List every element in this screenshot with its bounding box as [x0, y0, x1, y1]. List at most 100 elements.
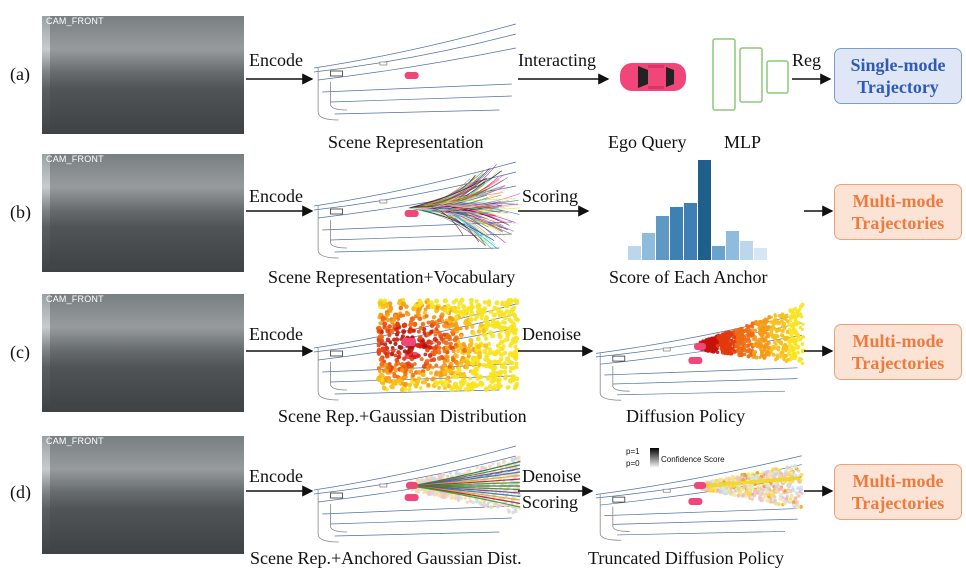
- ego-car: [406, 482, 418, 489]
- noise-sample: [395, 374, 400, 379]
- noise-sample: [455, 386, 461, 392]
- truncated-sample: [790, 480, 794, 484]
- denoised-sample: [778, 328, 782, 332]
- truncated-sample: [724, 477, 729, 482]
- denoised-sample: [725, 336, 729, 341]
- road-boundary: [330, 82, 347, 111]
- denoised-sample: [759, 320, 763, 325]
- anchor-score-bar: [754, 248, 767, 260]
- noise-sample: [462, 371, 466, 376]
- noise-sample: [389, 351, 395, 357]
- denoise-label: Denoise: [522, 324, 581, 344]
- output-arrow: [804, 345, 834, 357]
- truncated-sample: [773, 472, 778, 477]
- noise-sample: [462, 378, 467, 384]
- noise-sample: [447, 315, 453, 320]
- noise-sample: [418, 385, 423, 390]
- denoised-sample: [769, 320, 773, 324]
- denoised-sample: [772, 340, 777, 345]
- denoise-label: Denoise: [522, 466, 581, 486]
- anchored-sample: [481, 466, 485, 470]
- denoised-sample: [784, 318, 788, 322]
- denoised-sample: [766, 341, 771, 346]
- lane-line: [334, 109, 500, 115]
- anchor-score-caption: Score of Each Anchor: [609, 267, 768, 287]
- denoised-sample: [767, 353, 771, 357]
- truncated-diffusion-cone: [694, 463, 804, 510]
- road-lanes: [313, 445, 516, 543]
- reg-arrow: [792, 73, 832, 85]
- noise-sample: [469, 301, 474, 306]
- noise-sample: [497, 377, 502, 382]
- noise-sample: [398, 305, 404, 311]
- noise-sample: [514, 376, 520, 382]
- noise-sample: [506, 337, 510, 342]
- noise-sample: [402, 382, 408, 388]
- noise-sample: [376, 329, 382, 334]
- denoised-sample: [714, 347, 718, 352]
- anchored-sample: [450, 496, 454, 500]
- noise-sample: [478, 322, 484, 328]
- noise-sample: [377, 369, 382, 373]
- truncated-sample: [787, 483, 791, 487]
- vocab-trajectory: [408, 182, 480, 209]
- lane-line: [616, 531, 786, 536]
- truncated-sample: [783, 473, 788, 478]
- noise-sample: [453, 310, 458, 315]
- denoised-sample: [773, 317, 778, 322]
- denoised-sample: [728, 345, 733, 350]
- noise-sample: [482, 349, 488, 355]
- road-boundary: [330, 220, 347, 249]
- truncated-sample: [791, 485, 795, 489]
- denoised-sample: [763, 356, 767, 360]
- noise-sample: [451, 306, 456, 311]
- noise-sample: [441, 340, 446, 344]
- noise-sample: [412, 355, 417, 359]
- noise-sample: [412, 362, 417, 366]
- noise-sample: [462, 347, 468, 353]
- noise-sample: [376, 338, 382, 343]
- noise-sample: [454, 326, 460, 332]
- noise-sample: [409, 379, 414, 384]
- denoised-sample: [773, 313, 777, 317]
- noise-sample: [436, 341, 442, 346]
- noise-sample: [441, 323, 447, 329]
- noise-sample: [416, 303, 421, 309]
- noise-sample: [498, 369, 504, 375]
- anchored-sample: [416, 489, 421, 494]
- truncated-sample: [761, 470, 765, 474]
- noise-sample: [486, 299, 492, 304]
- denoised-sample: [793, 306, 798, 311]
- noise-sample: [425, 366, 430, 371]
- vehicle-box: [379, 61, 388, 66]
- noise-sample: [463, 308, 469, 314]
- road-boundary: [317, 68, 339, 121]
- noise-sample: [396, 354, 402, 360]
- noise-sample: [443, 379, 448, 384]
- noise-sample: [377, 351, 381, 356]
- vehicle-box: [379, 483, 388, 488]
- denoised-sample: [734, 330, 738, 335]
- noise-sample: [396, 379, 401, 384]
- noise-sample: [434, 344, 439, 349]
- lane-line: [330, 517, 512, 525]
- noise-sample: [510, 374, 515, 379]
- noise-sample: [491, 350, 495, 355]
- noise-sample: [378, 321, 383, 326]
- denoised-sample: [764, 342, 768, 346]
- denoised-sample: [767, 345, 772, 350]
- noise-sample: [426, 320, 431, 325]
- anchored-sample: [513, 456, 518, 460]
- noise-sample: [378, 357, 384, 362]
- noise-sample: [390, 385, 395, 390]
- noise-sample: [381, 385, 387, 391]
- anchored-sample: [445, 474, 450, 478]
- lane-line: [318, 185, 516, 219]
- anchor-score-bars: [628, 160, 767, 260]
- denoised-sample: [751, 337, 755, 341]
- noise-sample: [514, 361, 519, 366]
- noise-sample: [454, 298, 459, 303]
- noise-sample: [442, 369, 448, 375]
- noise-sample: [507, 317, 512, 322]
- noise-sample: [448, 379, 452, 384]
